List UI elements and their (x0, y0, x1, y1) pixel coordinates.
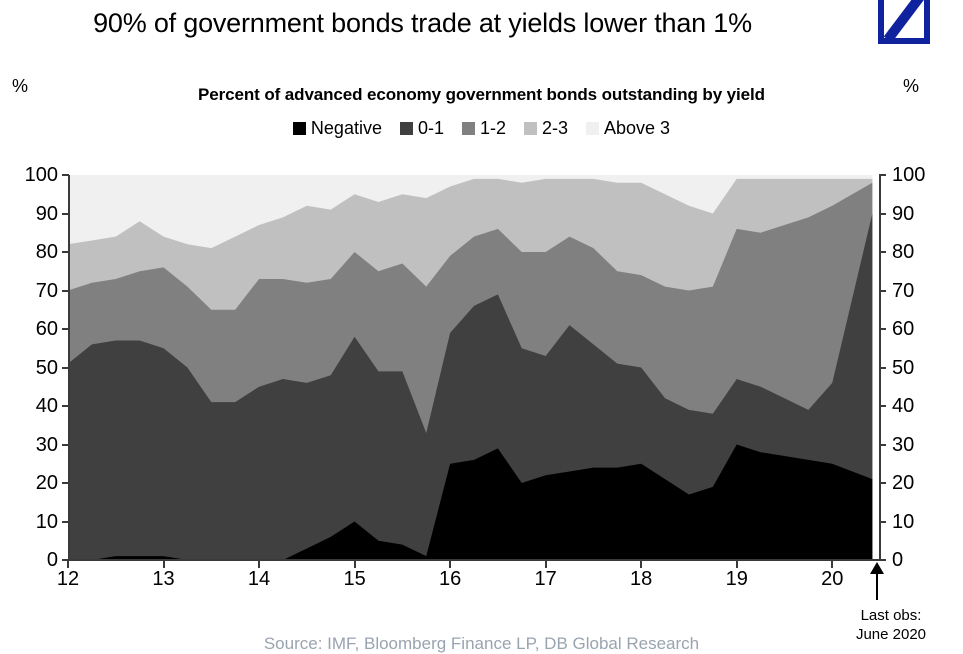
y-axis-label-right: 40 (892, 395, 915, 417)
y-tick-left (62, 174, 69, 176)
y-axis-label-left: 10 (35, 510, 58, 533)
y-tick-right (879, 366, 886, 369)
y-tick-left (62, 520, 69, 523)
y-axis-label-left: 50 (35, 356, 58, 379)
last-obs-arrow (876, 566, 878, 600)
y-tick-right (879, 328, 886, 330)
y-axis-label-left: 0 (46, 549, 58, 571)
y-tick-left (62, 289, 69, 292)
y-tick-left (62, 559, 69, 561)
y-tick-right (879, 482, 886, 484)
y-axis-label-left: 20 (35, 472, 58, 494)
y-tick-right (879, 443, 886, 446)
chart-subtitle: Percent of advanced economy government b… (198, 85, 765, 104)
y-tick-left (62, 366, 69, 369)
y-axis-label-right: 90 (892, 202, 915, 225)
y-tick-right (879, 405, 886, 407)
x-axis-line (68, 559, 881, 561)
last-obs-caption: Last obs: June 2020 (836, 606, 946, 644)
area-band-0-1 (68, 213, 873, 560)
x-axis-label: 15 (343, 568, 366, 590)
y-axis-label-right: 60 (892, 318, 915, 340)
x-tick (640, 561, 643, 568)
y-axis-label-left: 80 (35, 241, 58, 263)
y-tick-left (62, 482, 69, 484)
logo-slash (884, 0, 924, 38)
y-tick-left (62, 405, 69, 407)
y-tick-left (62, 212, 69, 215)
y-axis-label-right: 100 (892, 164, 926, 186)
y-axis-label-right: 10 (892, 510, 915, 533)
x-axis-label: 13 (152, 568, 175, 590)
y-tick-right (879, 559, 886, 561)
legend-label: Above 3 (604, 118, 671, 138)
legend-swatch-icon (399, 121, 413, 135)
legend-swatch-icon (586, 121, 600, 135)
x-tick (258, 561, 261, 568)
last-obs-line-2: June 2020 (855, 626, 927, 643)
legend-swatch-icon (461, 121, 475, 135)
x-axis-label: 16 (438, 568, 462, 590)
legend-item-0-1[interactable]: 0-1 (399, 118, 444, 138)
y-axis-label-left: 70 (35, 279, 58, 302)
y-axis-label-left: 40 (35, 395, 58, 417)
area-band-negative (68, 444, 873, 560)
x-axis-label: 12 (56, 568, 80, 590)
left-axis-unit: % (12, 76, 29, 96)
legend-item-1-2[interactable]: 1-2 (461, 118, 506, 138)
legend-label: 0-1 (417, 118, 444, 138)
legend-item-negative[interactable]: Negative (292, 118, 382, 138)
y-tick-right (879, 520, 886, 523)
y-axis-label-right: 80 (892, 241, 915, 263)
legend-label: Negative (310, 118, 382, 138)
y-tick-left (62, 251, 69, 253)
deutsche-bank-logo (878, 0, 930, 44)
x-tick (449, 561, 452, 568)
legend-swatch-icon (292, 121, 306, 135)
y-tick-right (879, 212, 886, 215)
source-note: Source: IMF, Bloomberg Finance LP, DB Gl… (263, 634, 700, 653)
x-tick (162, 561, 165, 568)
plot-area (68, 175, 880, 560)
legend-label: 1-2 (479, 118, 506, 138)
x-tick (353, 561, 356, 568)
y-axis-label-right: 20 (892, 472, 915, 494)
x-axis-label: 14 (247, 568, 271, 590)
legend-label: 2-3 (542, 118, 569, 138)
y-axis-label-left: 60 (35, 318, 58, 340)
y-tick-right (879, 251, 886, 253)
y-axis-label-right: 30 (892, 433, 915, 456)
y-axis-label-left: 30 (35, 433, 58, 456)
y-tick-left (62, 328, 69, 330)
legend-item-above-3[interactable]: Above 3 (586, 118, 670, 138)
page-title: 90% of government bonds trade at yields … (93, 8, 752, 38)
x-axis-label: 17 (534, 568, 557, 590)
legend-item-2-3[interactable]: 2-3 (524, 118, 568, 138)
x-tick (831, 561, 834, 568)
y-axis-label-right: 0 (892, 549, 904, 571)
y-tick-right (879, 289, 886, 292)
y-axis-label-left: 100 (24, 164, 58, 186)
y-axis-label-left: 90 (35, 202, 58, 225)
x-axis-label: 18 (630, 568, 653, 590)
x-axis-label: 20 (821, 568, 844, 590)
y-axis-label-right: 70 (892, 279, 915, 302)
right-axis-unit: % (903, 76, 920, 96)
chart-legend: Negative 0-1 1-2 2-3 Above 3 (0, 118, 963, 138)
stacked-area-chart (68, 175, 873, 560)
x-tick (735, 561, 738, 568)
y-axis-label-right: 50 (892, 356, 915, 379)
x-axis-label: 19 (725, 568, 748, 590)
x-tick (67, 561, 69, 568)
y-tick-right (879, 174, 886, 176)
y-axis-left-line (68, 175, 70, 561)
legend-swatch-icon (524, 121, 537, 135)
x-tick (544, 561, 547, 568)
y-tick-left (62, 443, 69, 446)
last-obs-line-1: Last obs: (860, 607, 922, 624)
